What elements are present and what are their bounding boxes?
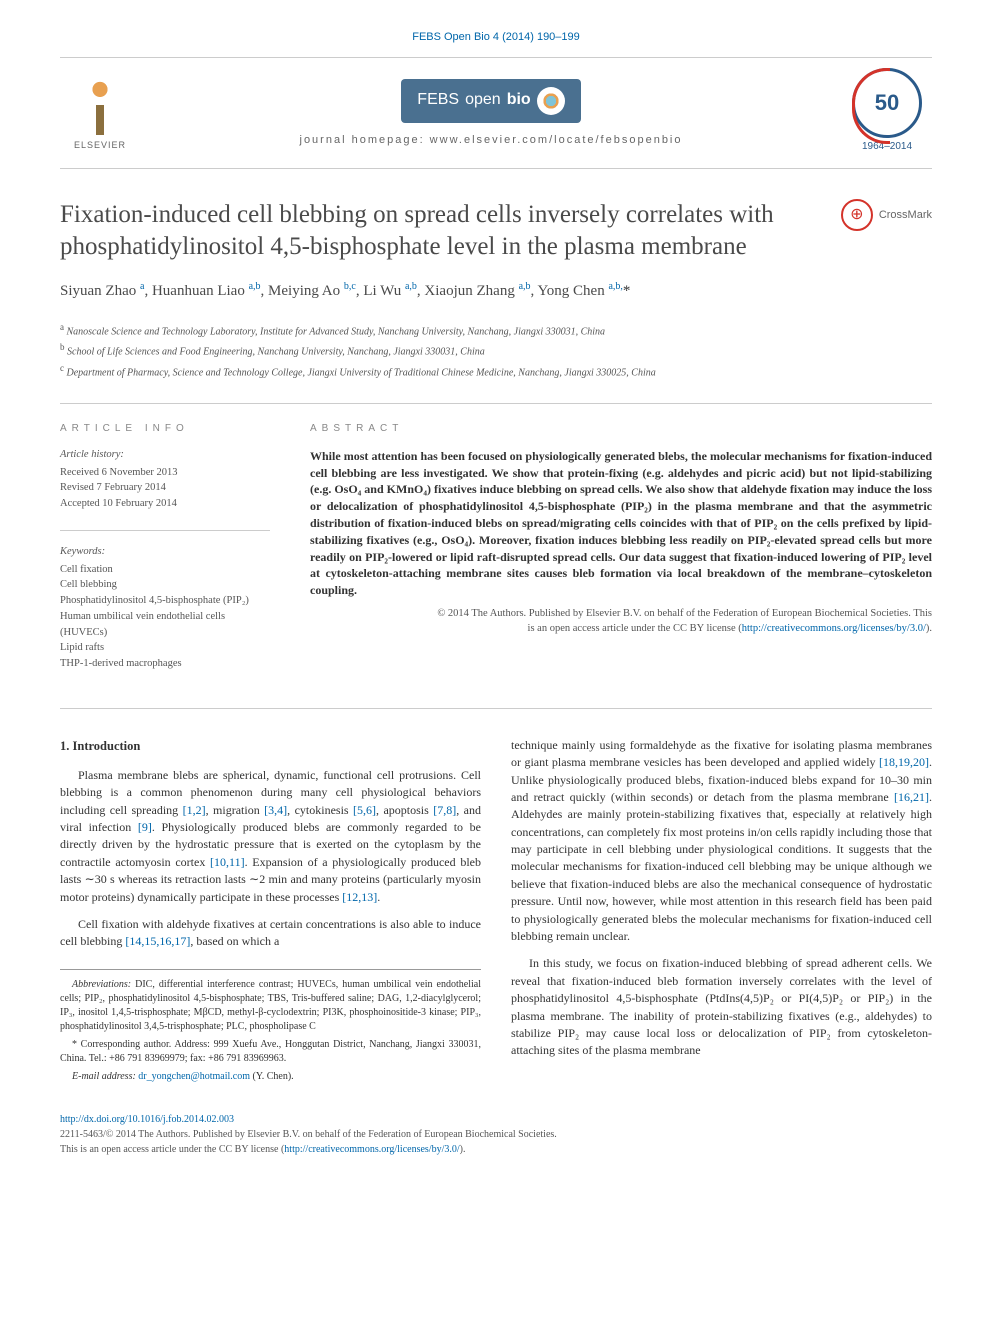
crossmark-label: CrossMark — [879, 208, 932, 223]
febs-prefix: FEBS — [417, 89, 459, 111]
abbreviations-footnote: Abbreviations: DIC, differential interfe… — [60, 978, 481, 1034]
article-info-sidebar: ARTICLE INFO Article history: Received 6… — [60, 422, 270, 690]
abstract-text: While most attention has been focused on… — [310, 448, 932, 599]
keyword-0: Cell fixation — [60, 562, 270, 578]
keywords-label: Keywords: — [60, 545, 270, 560]
footnotes: Abbreviations: DIC, differential interfe… — [60, 969, 481, 1084]
body-paragraph-1: technique mainly using formaldehyde as t… — [511, 737, 932, 946]
ref-link[interactable]: [12,13] — [342, 890, 377, 904]
crossmark-icon: ⊕ — [841, 199, 873, 231]
history-accepted: Accepted 10 February 2014 — [60, 496, 270, 512]
divider-2 — [60, 708, 932, 709]
febs-open: open — [465, 89, 501, 111]
ref-link[interactable]: [14,15,16,17] — [125, 934, 190, 948]
email-footnote: E-mail address: dr_yongchen@hotmail.com … — [60, 1070, 481, 1084]
keyword-3: Human umbilical vein endothelial cells (… — [60, 609, 270, 641]
febs-openbio-badge[interactable]: FEBS openbio — [401, 79, 580, 123]
anniversary-number: 50 — [852, 68, 922, 138]
journal-homepage[interactable]: journal homepage: www.elsevier.com/locat… — [300, 133, 683, 148]
email-link[interactable]: dr_yongchen@hotmail.com — [138, 1071, 250, 1082]
page-footer: http://dx.doi.org/10.1016/j.fob.2014.02.… — [60, 1112, 932, 1157]
ref-link[interactable]: [5,6] — [353, 803, 376, 817]
history-received: Received 6 November 2013 — [60, 465, 270, 481]
affiliations: a Nanoscale Science and Technology Labor… — [60, 320, 932, 381]
elsevier-tree-icon — [70, 75, 130, 135]
elsevier-logo[interactable]: ELSEVIER — [60, 68, 140, 158]
ref-link[interactable]: [7,8] — [433, 803, 456, 817]
footer-copyright: 2211-5463/© 2014 The Authors. Published … — [60, 1129, 557, 1140]
affiliation-c: c Department of Pharmacy, Science and Te… — [60, 361, 932, 381]
authors-list: Siyuan Zhao a, Huanhuan Liao a,b, Meiyin… — [60, 280, 932, 302]
ref-link[interactable]: [9] — [138, 820, 152, 834]
keyword-5: THP-1-derived macrophages — [60, 656, 270, 672]
body-paragraph-2: In this study, we focus on fixation-indu… — [511, 955, 932, 1059]
ref-link[interactable]: [16,21] — [894, 790, 929, 804]
abstract-heading: ABSTRACT — [310, 422, 932, 436]
febs-circle-icon — [537, 87, 565, 115]
keyword-4: Lipid rafts — [60, 640, 270, 656]
corresponding-author-footnote: * Corresponding author. Address: 999 Xue… — [60, 1038, 481, 1066]
ref-link[interactable]: [10,11] — [210, 855, 245, 869]
intro-paragraph-2: Cell fixation with aldehyde fixatives at… — [60, 916, 481, 951]
left-column: 1. Introduction Plasma membrane blebs ar… — [60, 737, 481, 1088]
keywords-divider — [60, 530, 270, 531]
article-info-heading: ARTICLE INFO — [60, 422, 270, 436]
febs-bio: bio — [507, 89, 531, 111]
history-label: Article history: — [60, 448, 270, 463]
ref-link[interactable]: [18,19,20] — [879, 755, 929, 769]
article-title: Fixation-induced cell blebbing on spread… — [60, 199, 841, 262]
crossmark-widget[interactable]: ⊕ CrossMark — [841, 199, 932, 231]
cc-license-link[interactable]: http://creativecommons.org/licenses/by/3… — [742, 623, 926, 634]
anniversary-logo: 50 1964–2014 — [842, 68, 932, 158]
keyword-2: Phosphatidylinositol 4,5-bisphosphate (P… — [60, 593, 270, 609]
affiliation-b: b School of Life Sciences and Food Engin… — [60, 340, 932, 360]
ref-link[interactable]: [1,2] — [183, 803, 206, 817]
journal-reference[interactable]: FEBS Open Bio 4 (2014) 190–199 — [60, 30, 932, 45]
footer-license-link[interactable]: http://creativecommons.org/licenses/by/3… — [284, 1144, 459, 1155]
history-revised: Revised 7 February 2014 — [60, 480, 270, 496]
journal-header: ELSEVIER FEBS openbio journal homepage: … — [60, 57, 932, 169]
right-column: technique mainly using formaldehyde as t… — [511, 737, 932, 1088]
keyword-1: Cell blebbing — [60, 577, 270, 593]
abstract-column: ABSTRACT While most attention has been f… — [310, 422, 932, 690]
abstract-copyright: © 2014 The Authors. Published by Elsevie… — [310, 607, 932, 636]
publisher-name: ELSEVIER — [74, 139, 126, 152]
affiliation-a: a Nanoscale Science and Technology Labor… — [60, 320, 932, 340]
ref-link[interactable]: [3,4] — [264, 803, 287, 817]
doi-link[interactable]: http://dx.doi.org/10.1016/j.fob.2014.02.… — [60, 1114, 234, 1125]
introduction-heading: 1. Introduction — [60, 737, 481, 755]
intro-paragraph-1: Plasma membrane blebs are spherical, dyn… — [60, 767, 481, 906]
febs-logo-block: FEBS openbio journal homepage: www.elsev… — [300, 79, 683, 148]
